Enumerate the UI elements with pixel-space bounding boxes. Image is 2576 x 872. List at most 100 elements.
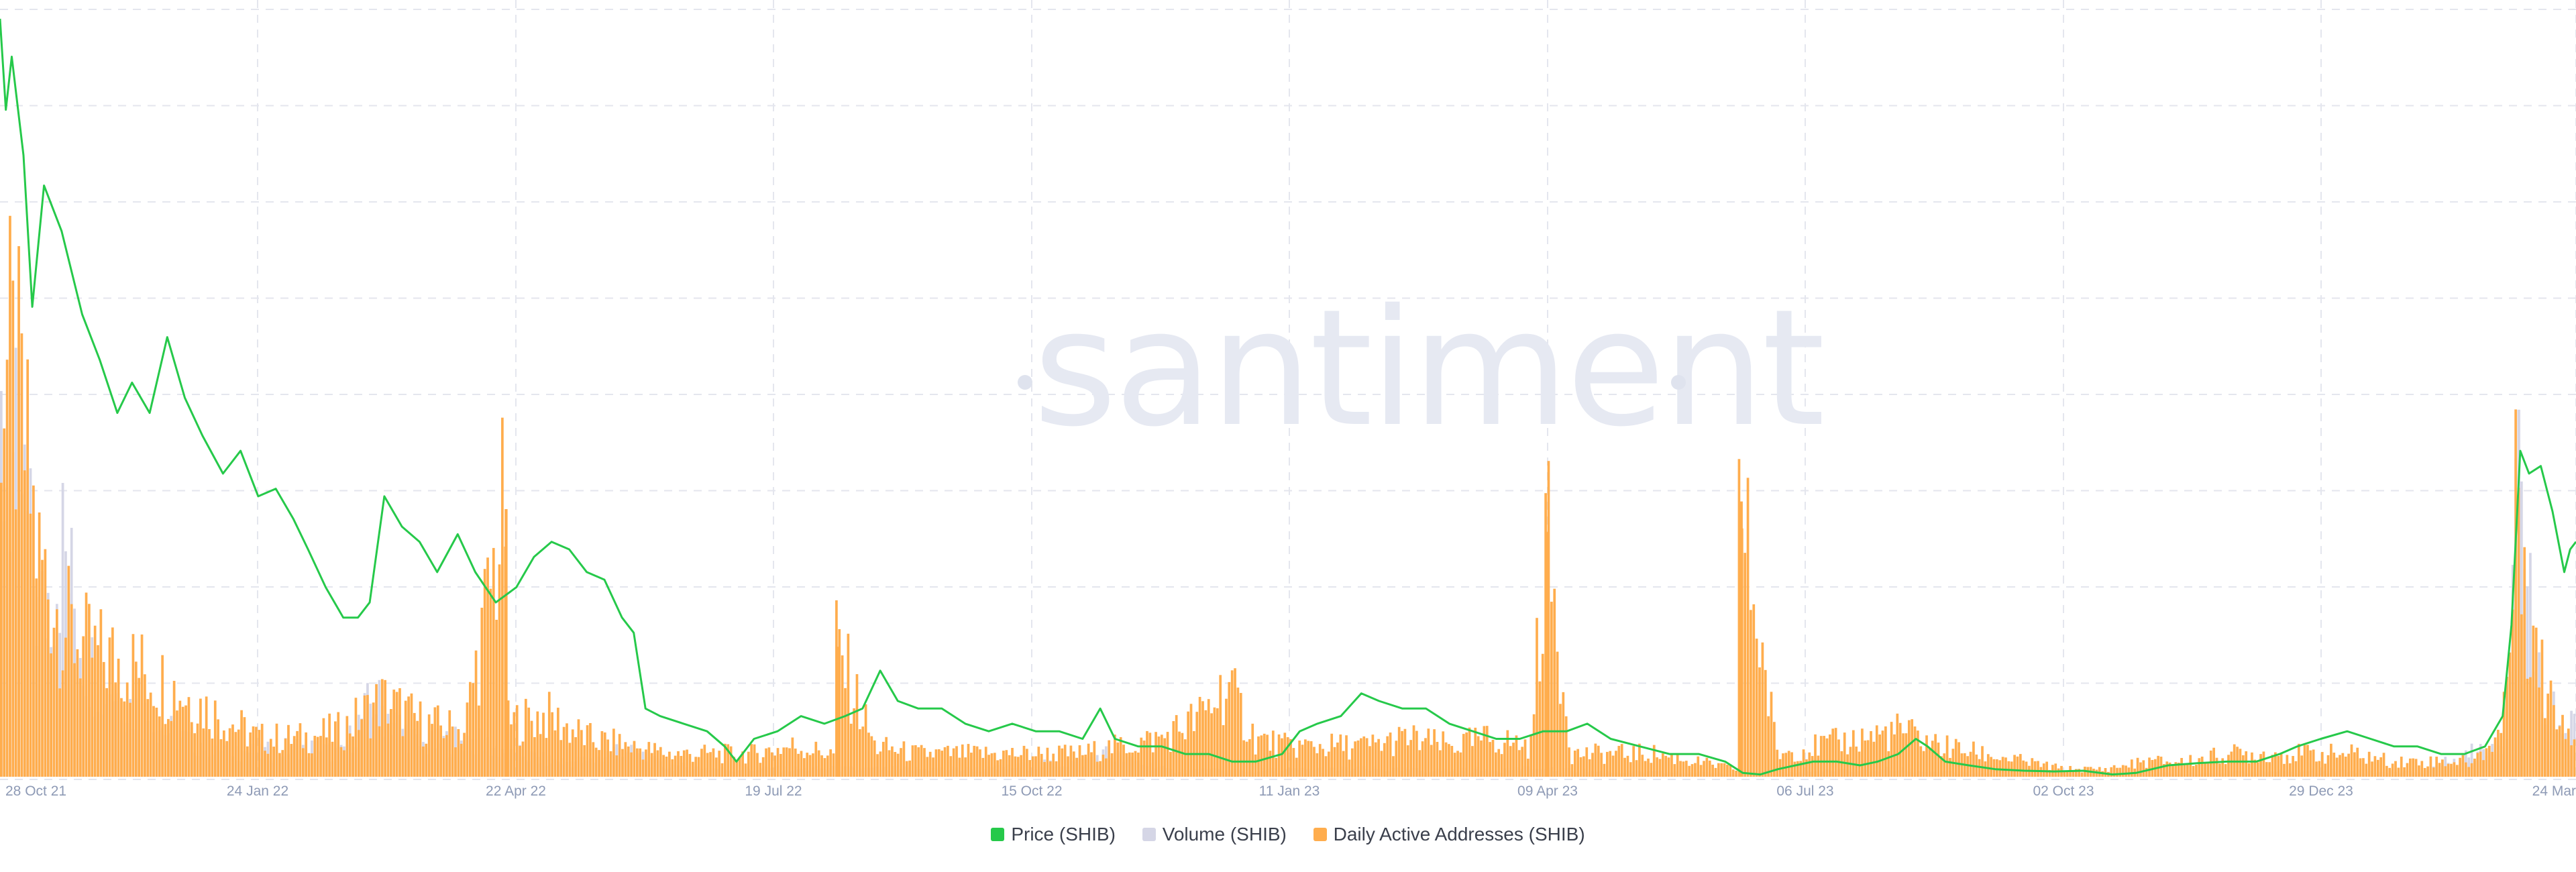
daa-bar: [1940, 756, 1943, 777]
daa-bar: [73, 663, 76, 777]
legend-item-price[interactable]: Price (SHIB): [991, 824, 1116, 845]
daa-bar: [694, 757, 698, 777]
daa-bar: [1784, 753, 1788, 777]
daa-bar: [1014, 756, 1017, 777]
daa-bar: [1559, 704, 1562, 777]
daa-bar: [2080, 772, 2084, 777]
daa-bar: [557, 708, 559, 777]
daa-bar: [219, 739, 223, 777]
daa-bar: [1629, 762, 1632, 777]
daa-bar: [199, 698, 202, 777]
daa-bar: [1128, 752, 1131, 777]
daa-bar: [653, 743, 656, 777]
daa-bar: [266, 753, 270, 777]
daa-bar: [2118, 767, 2122, 777]
x-tick-label: 22 Apr 22: [486, 783, 546, 799]
daa-bar: [973, 745, 976, 777]
daa-bar: [761, 757, 765, 777]
daa-bar: [527, 707, 531, 777]
daa-bar: [2444, 766, 2447, 777]
x-tick-label: 11 Jan 23: [1259, 783, 1320, 799]
daa-bar: [172, 681, 176, 777]
daa-bar: [1222, 725, 1225, 777]
daa-bar: [2136, 757, 2139, 777]
daa-bar: [1656, 757, 1658, 777]
daa-bar: [2391, 763, 2394, 777]
daa-bar: [1573, 750, 1576, 777]
daa-bar: [1204, 710, 1208, 777]
daa-bar: [1776, 749, 1779, 777]
daa-bar: [2233, 744, 2236, 777]
daa-bar: [120, 698, 123, 777]
daa-bar: [492, 547, 495, 777]
daa-bar: [1500, 754, 1503, 777]
daa-bar: [2485, 748, 2488, 777]
daa-bar: [1022, 745, 1026, 777]
daa-bar: [448, 710, 451, 777]
daa-bar: [2549, 680, 2553, 777]
daa-bar: [510, 724, 513, 777]
daa-bar: [1957, 742, 1960, 777]
volume-bar: [2470, 743, 2473, 777]
daa-bar: [457, 728, 460, 777]
daa-bar: [223, 730, 225, 777]
daa-bar: [1564, 716, 1568, 777]
daa-bar: [1878, 734, 1881, 777]
daa-bar: [331, 741, 334, 777]
daa-bar: [879, 751, 882, 777]
daa-bar: [1881, 730, 1884, 777]
daa-bar: [2239, 749, 2242, 777]
daa-bar: [1483, 726, 1486, 777]
daa-bar: [85, 592, 88, 777]
daa-bar: [445, 734, 448, 777]
x-tick-label: 24 Jan 22: [227, 783, 288, 799]
daa-bar: [1368, 746, 1371, 777]
legend-item-volume[interactable]: Volume (SHIB): [1142, 824, 1287, 845]
daa-bar: [2215, 757, 2218, 777]
daa-bar: [264, 751, 266, 777]
daa-bar: [2523, 547, 2526, 777]
daa-bar: [1304, 739, 1307, 777]
daa-bar: [855, 674, 859, 777]
daa-bar: [228, 728, 231, 777]
daa-bar: [727, 744, 730, 777]
legend-label-volume: Volume (SHIB): [1162, 824, 1287, 844]
daa-bar: [1260, 735, 1263, 777]
legend-item-daa[interactable]: Daily Active Addresses (SHIB): [1313, 824, 1585, 845]
daa-bar: [844, 688, 847, 777]
daa-bar: [876, 754, 879, 777]
daa-bar: [647, 742, 651, 777]
daa-bar: [1271, 730, 1275, 777]
daa-bar: [814, 741, 818, 777]
daa-bar: [2142, 760, 2145, 777]
daa-bar: [1095, 761, 1099, 777]
daa-bar: [2274, 752, 2277, 777]
daa-bar: [630, 752, 633, 777]
daa-bar: [686, 749, 688, 777]
daa-bar: [2001, 757, 2004, 777]
daa-bar: [99, 609, 103, 777]
daa-bar: [41, 559, 44, 777]
daa-bar: [1099, 761, 1102, 777]
daa-bar: [328, 713, 331, 777]
daa-bar: [1969, 751, 1972, 777]
daa-bar: [1755, 639, 1758, 777]
daa-bar: [1849, 747, 1852, 777]
daa-bar: [2382, 753, 2385, 777]
daa-bar: [1600, 753, 1603, 777]
daa-bar: [1210, 713, 1213, 777]
daa-bar: [2435, 757, 2438, 777]
daa-bar: [2400, 756, 2403, 777]
daa-bar: [140, 634, 144, 777]
daa-bar: [2251, 752, 2253, 777]
daa-bar: [431, 724, 433, 777]
daa-bar: [967, 744, 970, 777]
daa-bar: [125, 682, 129, 777]
daa-bar: [1925, 735, 1928, 777]
daa-bar: [407, 696, 410, 777]
daa-bar: [196, 723, 199, 777]
daa-bar: [1275, 757, 1278, 777]
daa-bar: [958, 757, 961, 777]
daa-bar: [1767, 716, 1770, 777]
